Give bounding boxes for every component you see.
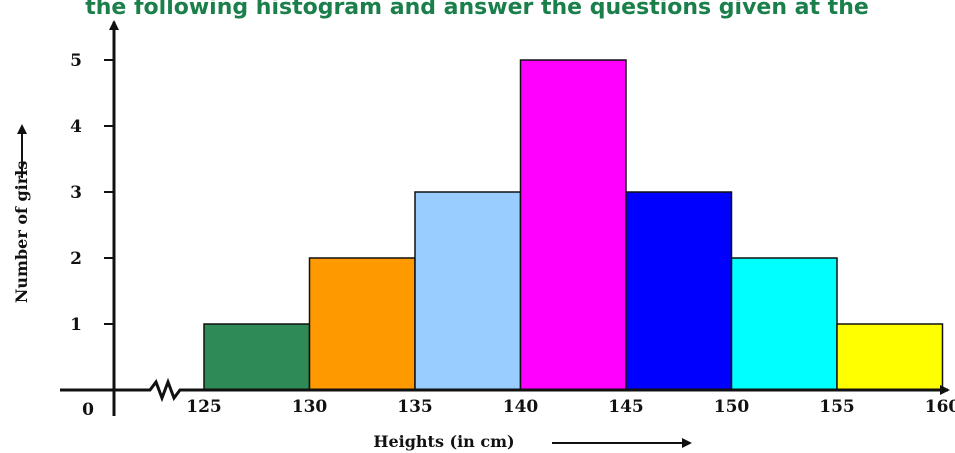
- bar-130-135: [308, 257, 416, 391]
- x-axis-title: Heights (in cm): [373, 432, 514, 451]
- y-tick-label-2: 2: [70, 249, 82, 269]
- y-tick-label-4: 4: [70, 117, 82, 137]
- y-tick-label-1: 1: [70, 315, 82, 335]
- page-heading: the following histogram and answer the q…: [85, 0, 869, 20]
- x-ticks-group: 125 130 135 140 145 150 155 160: [186, 397, 955, 417]
- bar-150-155: [730, 257, 838, 391]
- x-tick-label-150: 150: [714, 397, 750, 417]
- x-tick-label-140: 140: [503, 397, 539, 417]
- x-tick-label-130: 130: [292, 397, 328, 417]
- y-axis-title: Number of girls: [12, 161, 31, 303]
- x-tick-label-155: 155: [819, 397, 855, 417]
- origin-label: 0: [82, 400, 94, 420]
- x-tick-label-135: 135: [397, 397, 433, 417]
- bar-145-150: [625, 191, 733, 391]
- x-tick-label-125: 125: [186, 397, 222, 417]
- y-tick-label-5: 5: [70, 51, 82, 71]
- bar-125-130: [203, 323, 311, 391]
- x-axis-break: [60, 377, 900, 403]
- bar-135-140: [414, 191, 522, 391]
- y-ticks-group: 1 2 3 4 5: [70, 51, 114, 335]
- bar-155-160: [836, 323, 944, 391]
- x-tick-label-145: 145: [608, 397, 644, 417]
- bars-group: [203, 59, 944, 391]
- y-tick-label-3: 3: [70, 183, 82, 203]
- bar-140-145: [519, 59, 627, 391]
- x-tick-label-160: 160: [925, 397, 955, 417]
